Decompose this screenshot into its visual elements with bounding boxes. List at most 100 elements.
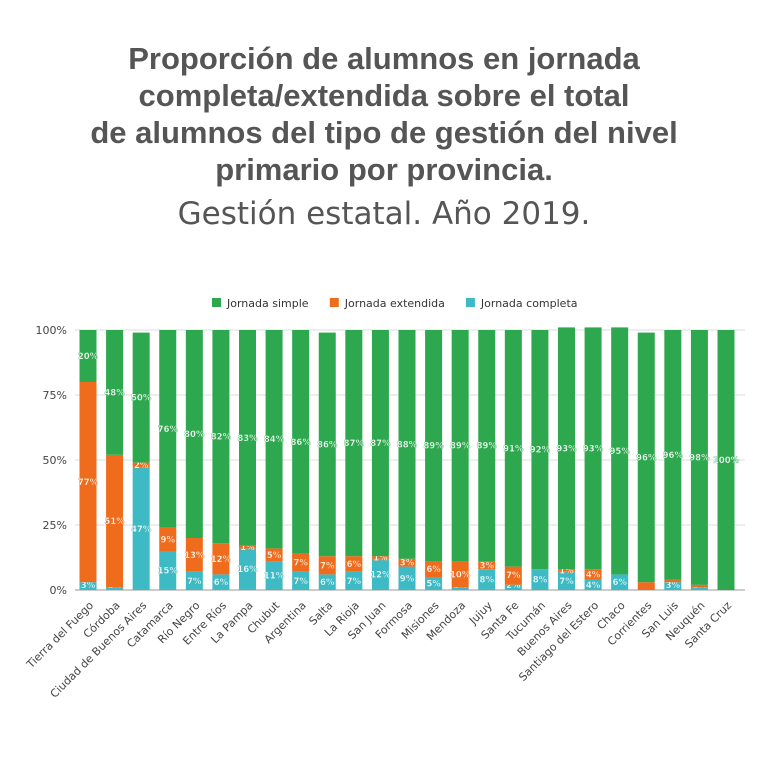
bar-segment	[132, 462, 150, 468]
chart-title: Proporción de alumnos en jornada complet…	[0, 40, 768, 188]
data-label: 82%	[211, 433, 232, 443]
data-label: 3%	[81, 581, 96, 591]
data-label: 91%	[503, 444, 524, 454]
data-label: 87%	[344, 439, 365, 449]
bar-segment	[239, 548, 256, 590]
bar-segment	[451, 561, 469, 588]
bar-segment	[292, 571, 310, 590]
data-label: 15%	[158, 567, 179, 577]
y-tick-label: 50%	[43, 454, 67, 467]
bar-segment	[425, 561, 443, 577]
data-label: 88%	[397, 440, 418, 450]
bar-segment	[212, 543, 230, 575]
data-label: 4%	[586, 570, 601, 580]
data-label: 7%	[293, 559, 308, 569]
bar-segment	[611, 574, 629, 590]
data-label: 92%	[530, 446, 551, 456]
bar-segment	[584, 579, 602, 590]
bar-segment	[558, 327, 575, 570]
data-label: 7%	[506, 571, 521, 581]
bar-segment	[292, 553, 310, 572]
bar-segment	[132, 332, 150, 463]
bar-segment	[185, 330, 203, 538]
legend-label: Jornada simple	[226, 297, 309, 310]
bar-segment	[690, 587, 708, 590]
bar-segment	[558, 571, 575, 590]
bar-segment	[265, 330, 283, 549]
data-label: 6%	[347, 560, 362, 570]
data-label: 100%	[713, 456, 740, 466]
data-label: 1%	[373, 554, 388, 564]
bar-segment	[398, 558, 416, 567]
bar-segment	[79, 582, 97, 590]
bar-segment	[345, 330, 363, 557]
bar-segment	[239, 330, 256, 546]
data-label: 87%	[370, 439, 391, 449]
bar-segment	[478, 569, 496, 590]
bar-segment	[132, 467, 150, 590]
data-label: 7%	[320, 561, 335, 571]
bar-segment	[504, 566, 522, 585]
data-label: 86%	[290, 438, 311, 448]
data-label: 1%	[240, 543, 255, 553]
data-label: 96%	[663, 451, 684, 461]
data-label: 98%	[689, 453, 710, 463]
data-label: 6%	[426, 565, 441, 575]
data-label: 12%	[370, 570, 391, 580]
data-label: 76%	[158, 425, 179, 435]
bar-segment	[79, 382, 97, 583]
bar-segment	[664, 579, 682, 583]
data-label: 1%	[559, 567, 574, 577]
data-label: 2%	[506, 581, 521, 591]
bar-segment	[637, 332, 655, 583]
bar-segment	[292, 330, 310, 554]
data-label: 3%	[400, 559, 415, 569]
data-label: 84%	[264, 435, 285, 445]
chart-subtitle: Gestión estatal. Año 2019.	[177, 196, 591, 232]
bar-segment	[212, 330, 230, 544]
bar-segment	[371, 330, 389, 557]
bar-segment	[690, 330, 708, 585]
bar-segment	[371, 558, 389, 590]
bar-segment	[637, 582, 655, 590]
legend-label: Jornada extendida	[344, 297, 445, 310]
bar-segment	[265, 561, 283, 590]
bar-segment	[611, 327, 629, 575]
data-label: 5%	[267, 551, 282, 561]
data-label: 89%	[477, 442, 498, 452]
data-label: 7%	[347, 577, 362, 587]
bar-segment	[478, 561, 496, 570]
bar-segment	[185, 538, 203, 572]
data-label: 50%	[131, 394, 152, 404]
bar-segment	[212, 574, 230, 590]
bar-segment	[398, 566, 416, 590]
bar-segment	[451, 330, 469, 562]
data-label: 77%	[78, 478, 99, 488]
y-tick-label: 0%	[50, 584, 67, 597]
bar-segment	[531, 569, 549, 590]
data-label: 11%	[264, 572, 285, 582]
data-label: 9%	[400, 574, 415, 584]
data-label: 13%	[184, 551, 205, 561]
data-label: 86%	[317, 440, 338, 450]
bar-segment	[79, 330, 97, 382]
title-line: primario por provincia.	[215, 152, 553, 187]
bar-segment	[558, 569, 575, 572]
data-label: 6%	[320, 578, 335, 588]
data-label: 51%	[104, 517, 125, 527]
legend-swatch	[465, 298, 475, 307]
data-label: 9%	[161, 535, 176, 545]
bar-segment	[425, 330, 443, 562]
bar-segment	[398, 330, 416, 559]
bar-segment	[504, 330, 522, 567]
bar-segment	[318, 332, 336, 557]
data-label: 6%	[612, 578, 627, 588]
bar-segment	[159, 330, 177, 528]
data-label: 6%	[214, 578, 229, 588]
title-line: de alumnos del tipo de gestión del nivel	[90, 115, 678, 150]
data-label: 7%	[293, 577, 308, 587]
data-label: 96%	[636, 453, 657, 463]
legend-swatch	[212, 298, 221, 307]
data-label: 48%	[104, 388, 125, 398]
bar-segment	[584, 569, 602, 580]
